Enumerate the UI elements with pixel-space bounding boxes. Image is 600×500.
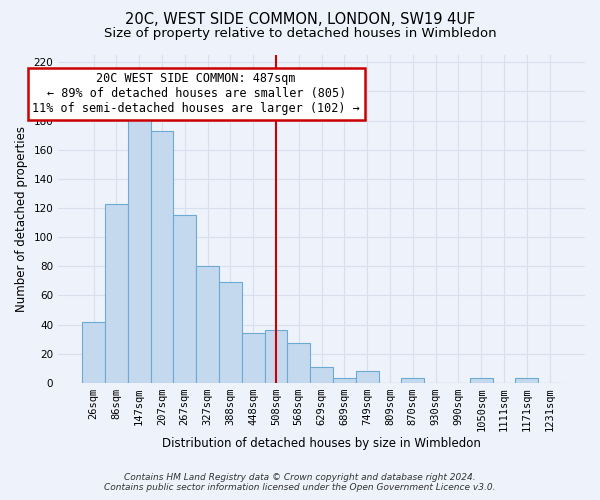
Bar (515, 378, 538, 383)
Bar (151, 131, 173, 383)
X-axis label: Distribution of detached houses by size in Wimbledon: Distribution of detached houses by size … (162, 437, 481, 450)
Bar (82, 322, 105, 383)
Bar (310, 367, 333, 383)
Bar (470, 378, 493, 383)
Text: Contains HM Land Registry data © Crown copyright and database right 2024.
Contai: Contains HM Land Registry data © Crown c… (104, 473, 496, 492)
Bar (242, 334, 265, 383)
Bar (105, 204, 128, 383)
Bar (356, 371, 379, 383)
Bar (287, 344, 310, 383)
Bar (401, 378, 424, 383)
Y-axis label: Number of detached properties: Number of detached properties (15, 126, 28, 312)
Text: Size of property relative to detached houses in Wimbledon: Size of property relative to detached ho… (104, 28, 496, 40)
Text: 20C, WEST SIDE COMMON, LONDON, SW19 4UF: 20C, WEST SIDE COMMON, LONDON, SW19 4UF (125, 12, 475, 28)
Text: 20C WEST SIDE COMMON: 487sqm
← 89% of detached houses are smaller (805)
11% of s: 20C WEST SIDE COMMON: 487sqm ← 89% of de… (32, 72, 360, 116)
Bar (173, 216, 196, 383)
Bar (128, 114, 151, 383)
Bar (196, 266, 219, 383)
Bar (333, 378, 356, 383)
Bar (265, 330, 287, 383)
Bar (219, 282, 242, 383)
